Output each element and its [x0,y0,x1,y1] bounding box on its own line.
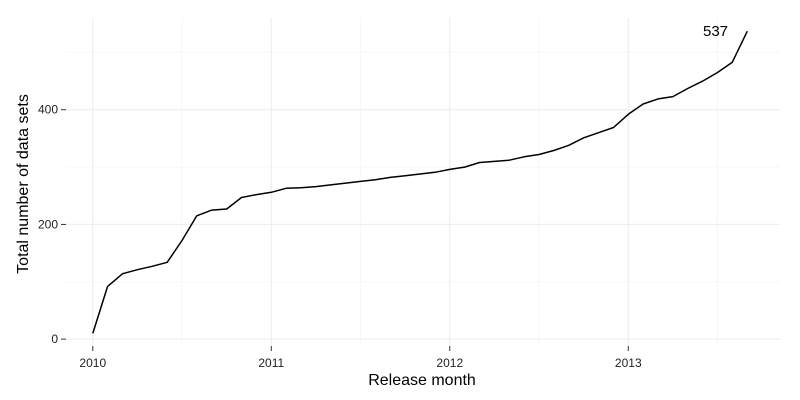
data-point [449,168,451,170]
x-axis-ticks: 2010 2011 2012 2013 [79,346,642,370]
data-point [746,30,748,32]
data-point [389,176,391,178]
data-point [196,215,198,217]
data-point [687,88,689,90]
data-point [508,159,510,161]
y-axis-ticks: 0 200 400 [38,103,66,346]
minor-gridlines [66,18,780,346]
data-point [330,184,332,186]
data-point [122,273,124,275]
data-point [434,171,436,173]
data-point [642,103,644,105]
data-point [136,269,138,271]
data-point [731,61,733,63]
data-point [107,285,109,287]
data-point [627,113,629,115]
data-point [553,150,555,152]
data-point [568,144,570,146]
data-point [538,154,540,156]
data-point [464,166,466,168]
major-gridlines [66,18,780,346]
data-point [166,261,168,263]
data-point [493,160,495,162]
y-axis-title: Total number of data sets [15,94,32,274]
data-point [374,179,376,181]
data-point [360,180,362,182]
end-value-label: 537 [703,23,728,40]
y-tick-label: 200 [38,217,58,231]
data-point [270,191,272,193]
data-point [613,127,615,129]
data-point [92,332,94,334]
annotation-layer: 537 [703,23,728,40]
x-tick-label: 2012 [436,356,463,370]
data-point [241,197,243,199]
data-point [181,240,183,242]
data-point [583,137,585,139]
data-point [479,162,481,164]
data-point [523,156,525,158]
data-point [151,265,153,267]
data-point [315,186,317,188]
series-layer [92,30,748,334]
data-point [256,194,258,196]
data-point [672,96,674,98]
data-point [702,80,704,82]
data-point [657,98,659,100]
data-point [285,187,287,189]
x-tick-label: 2010 [79,356,106,370]
data-point [300,187,302,189]
data-point [211,209,213,211]
data-point [404,175,406,177]
data-point [345,182,347,184]
data-point [598,132,600,134]
x-tick-label: 2013 [615,356,642,370]
y-tick-label: 0 [51,332,58,346]
series-line [92,30,748,334]
data-point [717,72,719,74]
y-tick-label: 400 [38,103,58,117]
x-tick-label: 2011 [258,356,284,370]
data-point [226,208,228,210]
data-point [419,173,421,175]
x-axis-title: Release month [368,372,476,389]
